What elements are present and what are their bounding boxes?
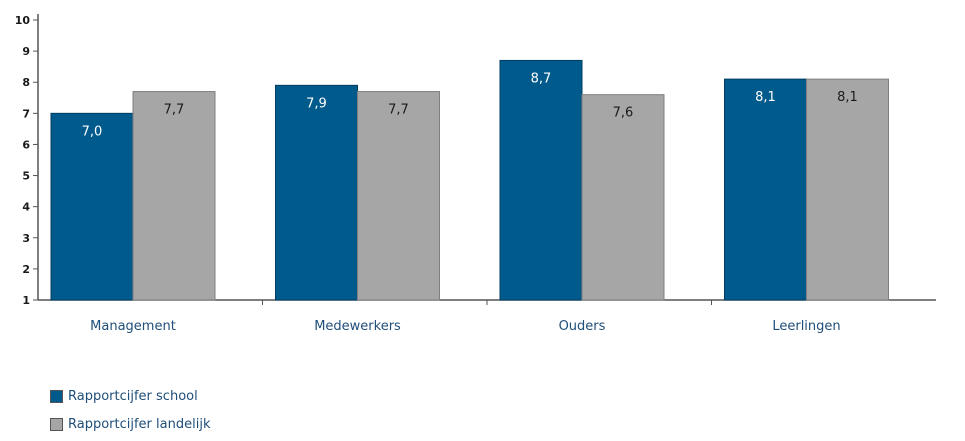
category-label: Leerlingen bbox=[772, 319, 840, 334]
bar bbox=[50, 112, 134, 301]
bar bbox=[357, 91, 440, 301]
legend-label-school: Rapportcijfer school bbox=[68, 388, 198, 404]
data-label: 8,7 bbox=[531, 71, 552, 86]
legend-label-landelijk: Rapportcijfer landelijk bbox=[68, 416, 211, 432]
bar-chart: 1 2 3 4 5 6 7 8 9 10 7,0 7,7 7,9 7,7 8,7 7,6 8,1 8,1 Man… bbox=[15, 14, 936, 334]
data-label: 8,1 bbox=[755, 90, 776, 105]
bar bbox=[275, 84, 358, 301]
bar bbox=[132, 91, 216, 301]
y-tick-label: 4 bbox=[22, 201, 30, 214]
legend-item-landelijk: Rapportcijfer landelijk bbox=[50, 413, 210, 435]
y-tick-label: 9 bbox=[22, 45, 30, 58]
y-tick-label: 7 bbox=[22, 107, 30, 120]
legend-swatch-school bbox=[50, 389, 63, 403]
bar bbox=[806, 78, 889, 301]
y-tick-label: 1 bbox=[22, 294, 30, 307]
data-label: 7,0 bbox=[82, 124, 103, 139]
bar bbox=[581, 94, 665, 301]
category-label: Management bbox=[90, 319, 176, 334]
bar bbox=[724, 78, 807, 301]
bar bbox=[499, 59, 583, 301]
legend-item-school: Rapportcijfer school bbox=[50, 385, 210, 407]
category-label: Ouders bbox=[559, 319, 606, 334]
legend-swatch-landelijk bbox=[50, 417, 63, 431]
y-tick-label: 3 bbox=[22, 232, 30, 245]
category-label: Medewerkers bbox=[314, 319, 401, 334]
y-tick-label: 5 bbox=[22, 170, 30, 183]
data-label: 7,7 bbox=[388, 103, 409, 118]
y-tick-label: 2 bbox=[22, 263, 30, 276]
legend: Rapportcijfer school Rapportcijfer lande… bbox=[50, 385, 210, 441]
data-label: 7,7 bbox=[164, 103, 185, 118]
data-label: 8,1 bbox=[837, 90, 858, 105]
y-tick-label: 6 bbox=[22, 138, 30, 151]
y-tick-label: 10 bbox=[15, 14, 31, 27]
data-label: 7,9 bbox=[306, 96, 327, 111]
data-label: 7,6 bbox=[613, 106, 634, 121]
y-tick-label: 8 bbox=[22, 76, 30, 89]
